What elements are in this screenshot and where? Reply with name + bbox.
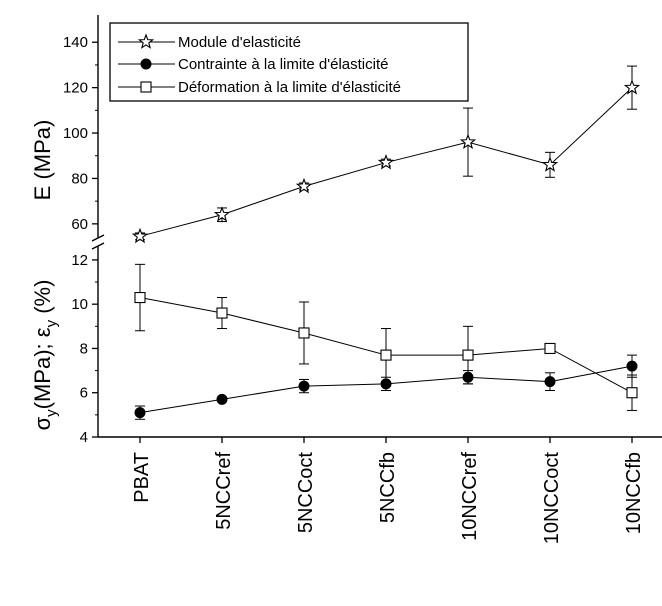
data-point-strain	[380, 349, 392, 361]
data-point-modulus	[623, 79, 641, 95]
epsilon-subscript: y	[43, 319, 60, 327]
legend-label-modulus: Module d'elasticité	[178, 34, 301, 51]
legend-label-strain: Déformation à la limite d'élasticité	[178, 79, 401, 96]
bottom-y-tick-label: 10	[71, 296, 88, 313]
top-panel-axis: 60 80 100 120 140	[63, 34, 98, 233]
legend-square-marker	[140, 81, 152, 93]
data-point-strain	[626, 387, 638, 399]
data-point-stress	[134, 407, 146, 419]
category-label: 10NCCoct	[541, 452, 563, 545]
data-point-strain	[216, 307, 228, 319]
category-label: 10NCCref	[459, 452, 481, 541]
bottom-panel-axis: 4 6 8 10 12	[71, 252, 98, 446]
series-marks	[131, 65, 641, 420]
top-y-tick-label: 80	[71, 170, 88, 187]
series-strain	[134, 263, 638, 411]
data-point-strain	[462, 349, 474, 361]
epsilon-symbol: ε	[30, 327, 55, 337]
legend: Module d'elasticité Contrainte à la limi…	[109, 22, 469, 102]
category-label: 5NCCoct	[295, 452, 317, 534]
data-point-modulus	[377, 153, 395, 170]
legend-marker-modulus	[137, 33, 155, 49]
category-label: 5NCCref	[213, 452, 235, 530]
top-y-axis-label: E (MPa)	[30, 120, 55, 201]
data-point-stress	[544, 376, 556, 388]
sigma-symbol: σ	[30, 416, 55, 430]
data-point-modulus	[541, 156, 559, 172]
data-point-stress	[298, 380, 310, 392]
top-y-tick-label: 60	[71, 216, 88, 233]
data-point-stress	[380, 378, 392, 390]
axis-break-mark	[91, 242, 105, 250]
legend-marker-strain	[140, 81, 152, 93]
legend-marker-stress	[140, 58, 152, 70]
series-modulus	[131, 65, 641, 244]
bottom-y-tick-label: 6	[80, 385, 88, 402]
top-y-tick-label: 100	[63, 125, 88, 142]
data-point-strain	[298, 327, 310, 339]
axis-break-mark	[91, 234, 105, 242]
strain-unit: (%)	[30, 280, 55, 320]
legend-box	[109, 22, 469, 102]
data-point-stress	[216, 393, 228, 405]
category-axis: PBAT 5NCCref 5NCCoct 5NCCfb 10NCCref 10NCCoct…	[131, 437, 645, 544]
data-point-strain	[134, 292, 146, 304]
category-label: 10NCCfb	[623, 452, 645, 534]
sigma-subscript: y	[43, 409, 60, 417]
bottom-y-tick-label: 8	[80, 340, 88, 357]
data-point-modulus	[459, 133, 477, 150]
stress-unit: (MPa);	[30, 337, 55, 409]
legend-star-marker	[137, 33, 155, 49]
data-point-stress	[626, 360, 638, 372]
category-label: PBAT	[131, 452, 153, 503]
data-point-strain	[544, 342, 556, 355]
legend-label-stress: Contrainte à la limite d'élasticité	[178, 56, 388, 73]
data-point-modulus	[213, 206, 231, 222]
category-label: 5NCCfb	[377, 452, 399, 523]
data-point-modulus	[295, 177, 313, 194]
top-y-tick-label: 140	[63, 34, 88, 51]
bottom-y-tick-label: 12	[71, 252, 88, 269]
bottom-y-axis-label: σy(MPa); εy (%)	[30, 280, 60, 431]
legend-circle-marker	[140, 58, 152, 70]
data-point-modulus	[131, 227, 149, 244]
bottom-y-tick-label: 4	[80, 429, 88, 446]
top-y-tick-label: 120	[63, 80, 88, 97]
